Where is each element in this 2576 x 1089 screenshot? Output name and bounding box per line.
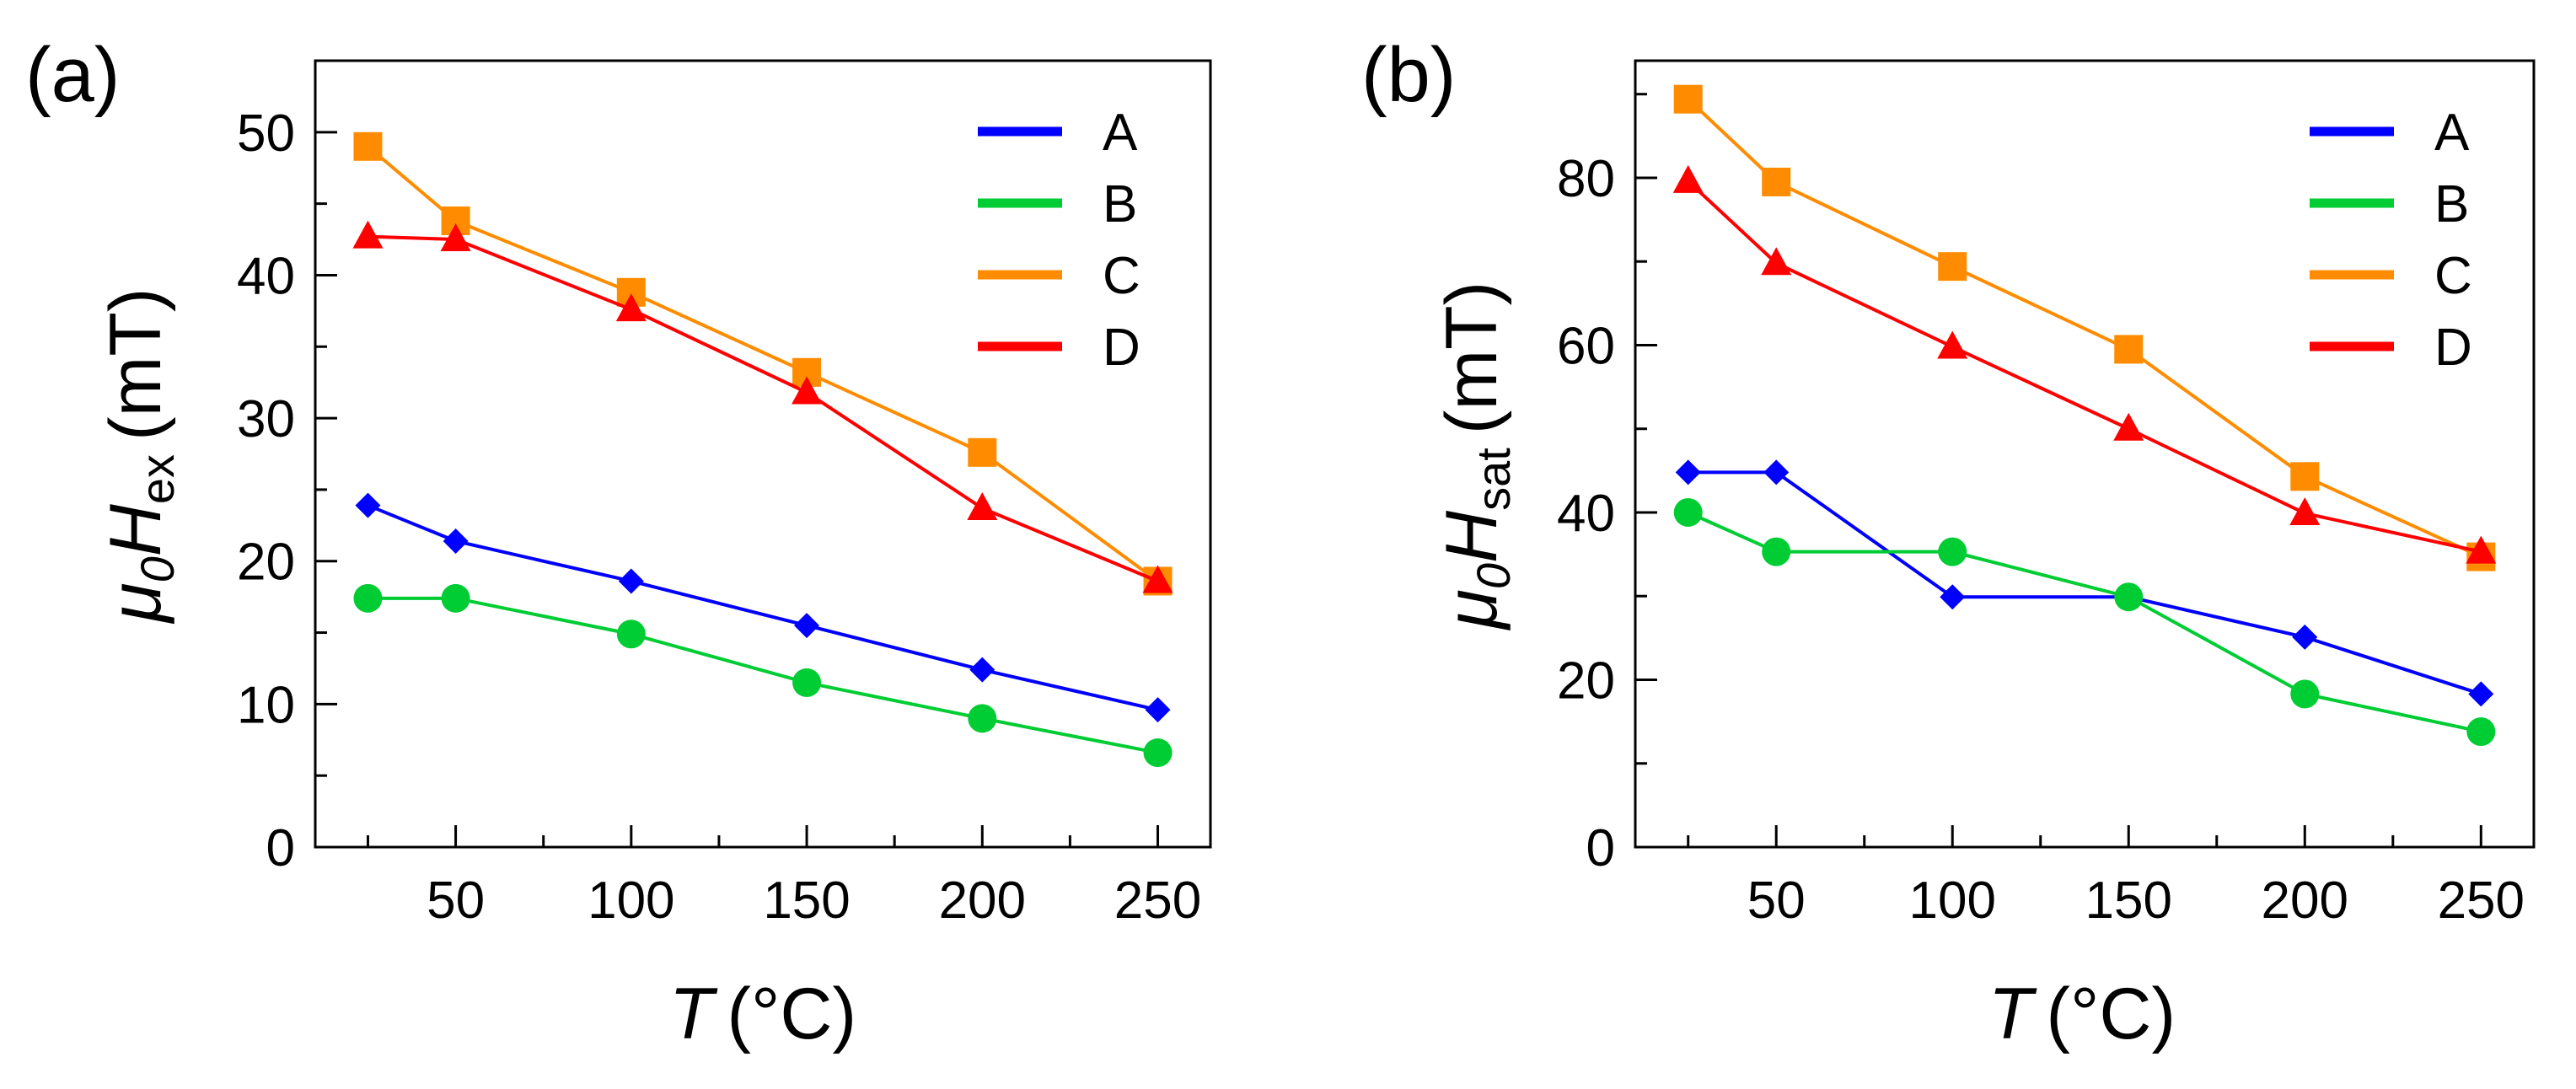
panel-b: (b) 50 100 150 200 250 0 20 40 60 80 T (°C) μ0Hsat(mT… bbox=[1361, 32, 2536, 1054]
x-tick-label: 100 bbox=[1909, 872, 1996, 930]
x-axis-title: T (°C) bbox=[1988, 974, 2176, 1054]
legend-label-A: A bbox=[1103, 104, 1138, 162]
legend-label-D: D bbox=[2434, 319, 2472, 377]
data-point-D bbox=[2289, 496, 2321, 525]
y-tick-label: 50 bbox=[237, 105, 295, 163]
y-tick-label: 10 bbox=[237, 676, 295, 734]
x-tick-label: 150 bbox=[763, 872, 850, 930]
y-axis-title: μ0Hsat(mT) bbox=[1431, 282, 1520, 631]
data-point-B bbox=[2114, 582, 2144, 612]
legend-label-C: C bbox=[2434, 247, 2472, 305]
series-line-C bbox=[367, 145, 1159, 583]
data-point-D bbox=[1672, 164, 1704, 193]
x-axis-title: T (°C) bbox=[669, 974, 856, 1054]
y-tick-label: 0 bbox=[1586, 819, 1615, 877]
series-line-B bbox=[1687, 511, 2482, 733]
data-point-D bbox=[2466, 535, 2497, 564]
series-line-A bbox=[1688, 470, 2482, 696]
series-A bbox=[1675, 459, 2494, 707]
y-tick-label: 60 bbox=[1557, 317, 1615, 375]
series-line-B bbox=[368, 596, 1158, 755]
data-point-B bbox=[1143, 738, 1173, 768]
series-A bbox=[355, 492, 1171, 723]
series-line-D bbox=[368, 234, 1159, 583]
series-D bbox=[352, 220, 1173, 593]
series-C bbox=[1673, 84, 2496, 571]
legend-label-D: D bbox=[1103, 319, 1140, 377]
data-point-A bbox=[794, 613, 820, 639]
x-tick-label: 50 bbox=[427, 872, 485, 930]
data-point-B bbox=[2290, 679, 2320, 709]
y-tick-label: 20 bbox=[237, 534, 295, 592]
x-tick-label: 250 bbox=[1114, 872, 1201, 930]
x-tick-label: 100 bbox=[588, 872, 674, 930]
data-point-B bbox=[2466, 717, 2496, 747]
data-point-C bbox=[968, 437, 997, 467]
data-point-D bbox=[615, 293, 647, 322]
data-point-D bbox=[792, 376, 823, 405]
x-tick-label: 50 bbox=[1747, 872, 1806, 930]
x-tick-label: 200 bbox=[2262, 872, 2348, 930]
data-point-C bbox=[353, 131, 383, 161]
data-point-D bbox=[2113, 412, 2144, 441]
data-point-A bbox=[1145, 697, 1171, 723]
data-point-C bbox=[1762, 167, 1791, 196]
data-point-A bbox=[2292, 624, 2318, 650]
data-point-C bbox=[1673, 84, 1703, 114]
x-tick-label: 250 bbox=[2438, 872, 2525, 930]
series-B bbox=[353, 583, 1173, 768]
y-tick-label: 40 bbox=[237, 247, 295, 305]
data-point-B bbox=[968, 704, 997, 733]
y-tick-label: 30 bbox=[237, 390, 295, 448]
series-B bbox=[1673, 497, 2496, 747]
data-point-C bbox=[2114, 335, 2144, 364]
legend-label-C: C bbox=[1103, 247, 1140, 305]
y-tick-label: 0 bbox=[266, 819, 295, 877]
data-point-B bbox=[616, 620, 646, 649]
data-point-B bbox=[1762, 537, 1791, 566]
series-line-A bbox=[367, 503, 1158, 712]
series-D bbox=[1672, 164, 2497, 564]
data-point-D bbox=[967, 491, 998, 520]
data-point-A bbox=[1940, 584, 1966, 610]
data-point-A bbox=[969, 657, 996, 683]
y-tick-label: 20 bbox=[1557, 652, 1615, 710]
data-point-B bbox=[1673, 497, 1703, 527]
legend-label-B: B bbox=[1103, 175, 1137, 233]
data-point-D bbox=[352, 220, 384, 249]
data-point-D bbox=[1937, 330, 1968, 359]
data-point-A bbox=[443, 528, 469, 554]
data-point-C bbox=[2290, 462, 2320, 491]
data-point-D bbox=[1761, 247, 1792, 276]
data-point-C bbox=[1938, 252, 1967, 282]
legend-label-B: B bbox=[2434, 175, 2469, 233]
y-tick-label: 80 bbox=[1557, 150, 1615, 208]
data-point-B bbox=[792, 668, 822, 697]
data-point-B bbox=[353, 583, 383, 613]
y-tick-label: 40 bbox=[1557, 485, 1615, 543]
data-point-D bbox=[1142, 565, 1173, 593]
panel-label: (a) bbox=[25, 32, 120, 118]
data-point-A bbox=[1763, 459, 1790, 485]
series-line-C bbox=[1687, 98, 2482, 559]
plot-frame bbox=[314, 59, 1212, 849]
data-point-D bbox=[440, 223, 471, 252]
data-point-A bbox=[355, 492, 381, 518]
data-point-A bbox=[2468, 681, 2494, 707]
panel-label: (b) bbox=[1361, 32, 1456, 118]
legend-label-A: A bbox=[2434, 104, 2470, 162]
plot-frame bbox=[1634, 59, 2536, 849]
data-point-A bbox=[1675, 459, 1701, 485]
data-point-B bbox=[1938, 537, 1967, 566]
data-point-B bbox=[441, 583, 470, 613]
data-point-A bbox=[618, 568, 644, 594]
x-tick-label: 200 bbox=[939, 872, 1026, 930]
series-line-D bbox=[1687, 180, 2482, 554]
x-tick-label: 150 bbox=[2085, 872, 2172, 930]
panel-a: (a) 50 100 150 200 250 0 10 20 30 40 50 T (°C) μ0Hex(m… bbox=[25, 32, 1212, 1054]
y-axis-title: μ0Hex(mT) bbox=[95, 288, 184, 625]
